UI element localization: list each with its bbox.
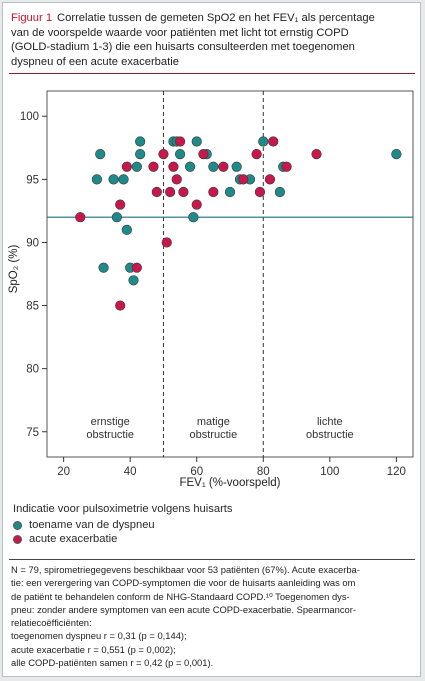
dyspneu-point [91,174,103,185]
dyspneu-point [224,186,236,198]
note-divider [9,559,415,560]
dyspneu-point [274,186,286,198]
note-line: toegenomen dyspneu r = 0,31 (p = 0,144); [11,630,187,642]
exacerbatie-point [191,199,202,210]
figure-panel: Figuur 1 Correlatie tussen de gemeten SpO… [2,2,421,677]
plot-area [46,90,414,458]
dyspneu-point [98,262,109,273]
exacerbatie-point [75,212,86,223]
exacerbatie-point [264,174,276,185]
exacerbatie-point [165,186,176,198]
y-tick-label: 90 [26,237,39,249]
note-line: alle COPD-patiënten samen r = 0,42 (p = … [11,657,214,669]
dyspneu-point [231,161,242,172]
exacerbatie-point [281,161,292,172]
dyspneu-point [111,212,122,223]
dyspneu-point [95,149,106,160]
dyspneu-point [135,149,146,160]
dyspneu-point [108,174,119,185]
legend-swatch-exacerbatie [13,535,22,544]
exacerbatie-point [161,237,172,248]
note-line: tie: een verergering van COPD-symptomen … [11,577,356,589]
dyspneu-point [128,275,139,286]
legend-item-exacerbatie: acute exacerbatie [13,533,233,547]
y-tick-label: 95 [26,174,39,186]
exacerbatie-point [121,161,132,172]
exacerbatie-point [254,186,266,198]
legend-label-dyspneu: toename van de dyspneu [29,519,155,532]
figure-notes: N = 79, spirometriegegevens beschikbaar … [11,563,415,669]
x-tick-label: 60 [190,466,203,478]
exacerbatie-point [115,300,126,311]
dyspneu-point [191,136,202,147]
note-line: N = 79, spirometriegegevens beschikbaar … [11,564,360,575]
y-tick-label: 100 [20,111,39,123]
exacerbatie-point [148,161,159,172]
exacerbatie-point [131,262,142,273]
exacerbatie-point [208,186,219,198]
region-label: ernstige [91,416,130,428]
note-line: de patiënt te behandelen conform de NHG-… [11,590,350,602]
exacerbatie-point [168,161,179,172]
x-tick-label: 100 [320,466,339,478]
exacerbatie-point [218,161,229,172]
x-tick-label: 120 [387,466,406,478]
y-axis-label: SpO₂ (%) [8,245,20,294]
dyspneu-point [188,212,199,223]
dyspneu-point [174,149,186,160]
exacerbatie-point [151,186,162,198]
dyspneu-point [184,161,196,172]
region-label: matige [197,416,230,428]
region-label: obstructie [306,429,354,441]
exacerbatie-point [238,174,249,185]
region-label: obstructie [190,429,238,441]
y-tick-label: 80 [26,364,39,376]
x-tick-label: 40 [124,466,137,478]
exacerbatie-point [251,149,262,160]
exacerbatie-point [171,174,182,185]
x-axis-label: FEV₁ (%-voorspeld) [179,477,280,489]
note-line: pneu: zonder andere symptomen van een ac… [11,603,356,615]
legend-swatch-dyspneu [13,521,22,530]
title-divider [9,73,415,74]
dyspneu-point [118,174,129,185]
region-labels: ernstigeobstructiematigeobstructielichte… [86,416,353,441]
dyspneu-point [121,224,132,235]
data-points [75,136,402,311]
figure-title: Figuur 1 Correlatie tussen de gemeten SpO… [11,11,415,69]
x-tick-label: 20 [57,466,70,478]
region-label: lichte [317,416,343,428]
title-line-2: van de voorspelde waarde voor patiënten … [11,26,349,39]
legend-title: Indicatie voor pulsoximetrie volgens hui… [13,503,233,515]
legend-label-exacerbatie: acute exacerbatie [29,533,118,546]
axis-ticks: 20 40 60 80 100 120 75 80 85 90 95 100 [20,111,406,478]
figure-label: Figuur 1 [11,12,53,24]
title-line-1: Correlatie tussen de gemeten SpO2 en het… [57,12,375,24]
exacerbatie-point [178,186,189,198]
exacerbatie-point [158,149,169,160]
dyspneu-point [135,136,146,147]
legend-item-dyspneu: toename van de dyspneu [13,519,233,533]
y-tick-label: 75 [26,427,39,439]
note-line: acute exacerbatie r = 0,551 (p = 0,002); [11,643,176,655]
exacerbatie-point [198,149,209,160]
dyspneu-point [258,136,269,147]
title-line-4: dyspneu of een acute exacerbatie [11,55,179,68]
exacerbatie-point [311,149,322,160]
legend: Indicatie voor pulsoximetrie volgens hui… [13,502,233,547]
dyspneu-point [131,161,142,172]
exacerbatie-point [174,136,186,147]
title-line-3: (GOLD-stadium 1-3) die een huisarts cons… [11,41,355,53]
region-label: obstructie [86,429,134,441]
note-line: relatiecoëfficiënten: [11,617,92,629]
reference-lines [47,91,413,457]
dyspneu-point [391,149,402,160]
exacerbatie-point [268,136,279,147]
y-tick-label: 85 [26,301,39,313]
x-tick-label: 80 [257,466,270,478]
dyspneu-point [208,161,219,172]
exacerbatie-point [115,199,126,210]
